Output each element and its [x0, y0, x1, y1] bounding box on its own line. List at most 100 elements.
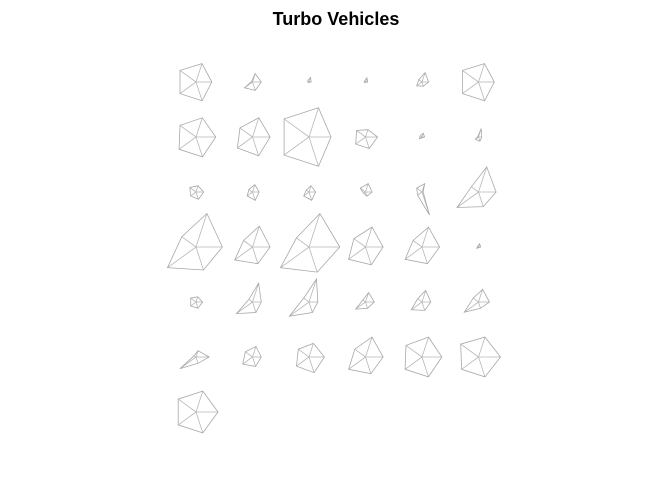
- star-ray: [195, 191, 199, 200]
- star-glyph: [359, 183, 373, 197]
- star-glyph: [166, 212, 223, 271]
- star-ray: [234, 246, 253, 261]
- star-ray: [421, 336, 429, 358]
- star-glyph: [363, 76, 369, 84]
- star-glyph: [462, 63, 495, 102]
- star-glyph: [189, 185, 205, 200]
- star-glyph: [283, 107, 332, 167]
- star-outline: [283, 107, 332, 167]
- star-glyph: [279, 212, 341, 273]
- star-ray: [472, 297, 479, 303]
- star-ray: [195, 81, 203, 101]
- star-ray: [416, 187, 423, 193]
- star-glyph: [474, 128, 483, 142]
- star-ray: [246, 191, 253, 197]
- star-glyph: [475, 242, 482, 249]
- star-outline: [474, 128, 483, 142]
- star-ray: [283, 136, 310, 156]
- star-ray: [461, 356, 479, 370]
- star-glyph: [296, 342, 325, 374]
- star-ray: [252, 136, 259, 156]
- star-outline: [462, 63, 495, 102]
- star-ray: [248, 299, 253, 303]
- star-outline: [166, 212, 223, 271]
- star-outline: [418, 132, 426, 140]
- star-outline: [355, 129, 379, 149]
- star-ray: [421, 290, 427, 303]
- star-outline: [416, 182, 430, 216]
- star-ray: [365, 136, 370, 149]
- star-ray: [190, 297, 197, 303]
- star-ray: [236, 301, 253, 314]
- star-ray: [303, 297, 310, 303]
- star-ray: [252, 301, 257, 313]
- star-ray: [416, 81, 423, 87]
- star-ray: [404, 356, 423, 370]
- star-outline: [235, 282, 262, 315]
- star-glyph: [307, 76, 312, 84]
- star-ray: [195, 411, 204, 434]
- star-outline: [460, 336, 502, 378]
- star-ray: [478, 289, 483, 303]
- star-glyph: [348, 226, 384, 266]
- star-outline: [177, 390, 219, 434]
- star-glyph: [404, 336, 443, 378]
- star-ray: [356, 130, 366, 138]
- star-ray: [252, 225, 260, 248]
- star-ray: [421, 226, 429, 248]
- star-ray: [478, 63, 485, 83]
- star-ray: [365, 246, 372, 265]
- star-outline: [296, 342, 325, 374]
- star-ray: [195, 213, 208, 248]
- star-outline: [348, 336, 384, 375]
- star-glyph: [416, 71, 430, 87]
- star-ray: [283, 118, 310, 138]
- star-glyph: [456, 166, 497, 208]
- star-outline: [243, 72, 262, 91]
- star-ray: [248, 189, 253, 193]
- star-ray: [308, 213, 321, 248]
- star-ray: [298, 348, 310, 358]
- star-glyph: [404, 226, 441, 265]
- star-outline: [242, 345, 262, 367]
- star-ray: [308, 246, 318, 273]
- star-ray: [355, 136, 366, 145]
- star-ray: [308, 301, 313, 313]
- star-ray: [190, 191, 197, 197]
- star-ray: [167, 246, 197, 269]
- star-glyph: [410, 289, 432, 311]
- star-outline: [279, 212, 341, 273]
- star-ray: [179, 81, 197, 94]
- star-ray: [421, 81, 424, 87]
- star-outline: [354, 291, 375, 310]
- star-ray: [421, 301, 426, 311]
- star-ray: [181, 236, 197, 248]
- chart-title: Turbo Vehicles: [272, 9, 400, 29]
- star-outline: [359, 183, 373, 197]
- star-ray: [239, 127, 253, 138]
- star-ray: [195, 136, 203, 158]
- star-ray: [462, 70, 479, 83]
- star-glyph: [177, 390, 219, 434]
- star-ray: [365, 292, 369, 303]
- star-ray: [280, 246, 310, 269]
- star-ray: [464, 301, 479, 313]
- star-ray: [365, 129, 369, 138]
- star-ray: [306, 189, 310, 193]
- star-ray: [252, 246, 259, 264]
- star-ray: [478, 136, 481, 142]
- star-glyph: [234, 225, 271, 265]
- star-ray: [478, 81, 485, 101]
- star-ray: [471, 186, 479, 193]
- star-ray: [462, 81, 479, 94]
- star-glyph: [418, 132, 426, 140]
- star-ray: [252, 117, 260, 138]
- star-glyph: [416, 182, 430, 216]
- star-ray: [308, 343, 314, 358]
- star-outline: [234, 225, 271, 265]
- star-ray: [365, 301, 368, 309]
- star-outline: [179, 350, 211, 369]
- star-ray: [404, 246, 423, 260]
- star-ray: [348, 246, 366, 260]
